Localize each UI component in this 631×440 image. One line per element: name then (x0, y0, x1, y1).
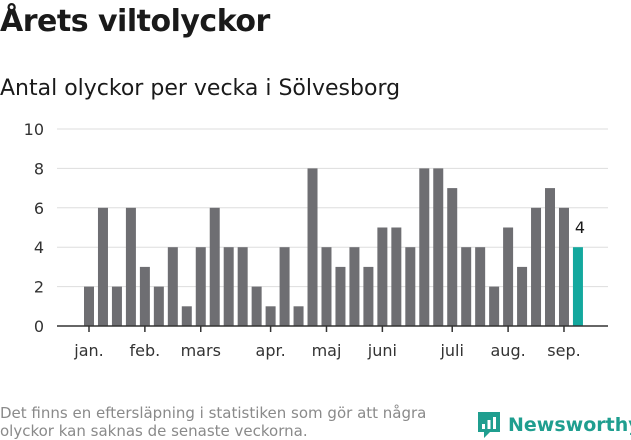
y-tick-label: 0 (34, 317, 44, 336)
bar (545, 188, 556, 326)
last-value-label: 4 (575, 218, 585, 237)
bar (97, 207, 108, 326)
bar (111, 286, 122, 326)
x-tick-label: maj (312, 341, 342, 360)
bar (558, 207, 569, 326)
bar (503, 227, 514, 326)
bar (321, 247, 332, 326)
bar (167, 247, 178, 326)
bar (307, 168, 318, 326)
bar (517, 266, 528, 326)
y-tick-label: 8 (34, 159, 44, 178)
brand-name: Newsworthy (508, 414, 631, 436)
bar-chart: 0 2 4 6 8 10 4 jan. feb. mars apr. maj juni juli aug. s… (24, 120, 608, 360)
bar (489, 286, 500, 326)
bar (405, 247, 416, 326)
x-tick-label: juni (367, 341, 397, 360)
bar (139, 266, 150, 326)
bar (209, 207, 220, 326)
bar (349, 247, 360, 326)
y-tick-label: 2 (34, 278, 44, 297)
bar (377, 227, 388, 326)
bar (125, 207, 136, 326)
bar (195, 247, 206, 326)
bar (181, 306, 192, 326)
newsworthy-logo-icon (478, 412, 500, 438)
x-tick-label: jan. (73, 341, 103, 360)
y-tick-label: 10 (24, 120, 44, 139)
x-tick-label: apr. (256, 341, 286, 360)
x-tick-label: feb. (130, 341, 161, 360)
bar (419, 168, 430, 326)
bar (265, 306, 276, 326)
bar (237, 247, 248, 326)
page-title: Årets viltolyckor (0, 4, 270, 39)
bar (279, 247, 290, 326)
bar-highlight (572, 247, 583, 326)
footnote: Det finns en eftersläpning i statistiken… (0, 404, 427, 440)
bar (531, 207, 542, 326)
bar (461, 247, 472, 326)
x-tick-label: mars (181, 341, 221, 360)
x-tick-label: sep. (547, 341, 580, 360)
bar (475, 247, 486, 326)
brand-logo[interactable]: Newsworthy (476, 410, 631, 440)
bar (335, 266, 346, 326)
bar (447, 188, 458, 326)
bar (223, 247, 234, 326)
x-tick-label: aug. (491, 341, 526, 360)
chart-subtitle: Antal olyckor per vecka i Sölvesborg (0, 76, 401, 101)
x-tick-label: juli (439, 341, 463, 360)
bar (363, 266, 374, 326)
bar (433, 168, 444, 326)
bar (251, 286, 262, 326)
bar (293, 306, 304, 326)
bar (153, 286, 164, 326)
bar (391, 227, 402, 326)
y-tick-label: 4 (34, 238, 44, 257)
y-tick-label: 6 (34, 199, 44, 218)
bar (84, 286, 94, 326)
